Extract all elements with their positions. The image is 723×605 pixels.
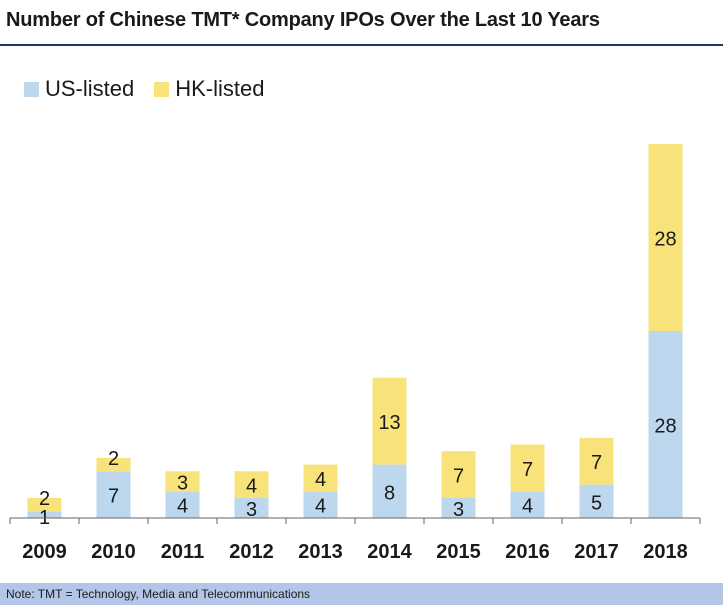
bar-hk-2011 xyxy=(165,471,200,492)
bar-us-2018 xyxy=(648,331,683,518)
data-label-hk-2012: 4 xyxy=(246,476,257,498)
bar-us-2011 xyxy=(165,491,200,518)
chart-legend: US-listed HK-listed xyxy=(24,76,285,102)
data-label-hk-2014: 13 xyxy=(378,412,400,434)
x-tick-label-2010: 2010 xyxy=(91,541,136,563)
legend-swatch-hk xyxy=(154,81,170,97)
data-label-hk-2015: 7 xyxy=(453,466,464,488)
data-label-us-2010: 7 xyxy=(108,486,119,508)
data-label-us-2011: 4 xyxy=(177,496,188,518)
data-label-us-2013: 4 xyxy=(315,496,326,518)
x-tick-label-2009: 2009 xyxy=(22,541,67,563)
data-label-hk-2016: 7 xyxy=(522,459,533,481)
bar-us-2010 xyxy=(96,471,131,518)
data-label-hk-2011: 3 xyxy=(177,472,188,494)
legend-label-us: US-listed xyxy=(45,76,135,101)
data-label-us-2017: 5 xyxy=(591,492,602,514)
title-divider xyxy=(0,44,723,46)
bar-us-2016 xyxy=(510,491,545,518)
x-tick-label-2014: 2014 xyxy=(367,541,412,563)
bar-us-2015 xyxy=(441,497,476,518)
data-label-us-2018: 28 xyxy=(654,416,676,438)
bar-us-2009 xyxy=(27,511,62,518)
bar-hk-2012 xyxy=(234,471,269,498)
bar-hk-2013 xyxy=(303,464,338,492)
footer-bar xyxy=(0,583,723,605)
x-tick-label-2016: 2016 xyxy=(505,541,550,563)
data-label-hk-2010: 2 xyxy=(108,448,119,470)
data-label-hk-2017: 7 xyxy=(591,452,602,474)
footer-note: Note: TMT = Technology, Media and Teleco… xyxy=(6,587,311,601)
data-label-us-2016: 4 xyxy=(522,496,533,518)
bar-us-2012 xyxy=(234,497,269,518)
legend-item-hk: HK-listed xyxy=(154,76,265,102)
bar-hk-2014 xyxy=(372,377,407,465)
bar-us-2017 xyxy=(579,484,614,518)
legend-label-hk: HK-listed xyxy=(175,76,265,101)
data-label-hk-2018: 28 xyxy=(654,229,676,251)
bar-hk-2018 xyxy=(648,144,683,331)
x-tick-label-2018: 2018 xyxy=(643,541,688,563)
data-label-hk-2009: 2 xyxy=(39,488,50,510)
x-tick-label-2012: 2012 xyxy=(229,541,274,563)
legend-swatch-us xyxy=(24,81,39,97)
bar-us-2013 xyxy=(303,491,338,518)
x-tick-label-2015: 2015 xyxy=(436,541,481,563)
bar-hk-2010 xyxy=(96,457,131,472)
bar-hk-2015 xyxy=(441,451,476,498)
data-label-us-2012: 3 xyxy=(246,499,257,521)
data-label-us-2015: 3 xyxy=(453,499,464,521)
x-tick-label-2011: 2011 xyxy=(161,541,204,563)
ipo-bar-chart: 1220097220104320113420124420138132014372… xyxy=(9,144,701,563)
bar-us-2014 xyxy=(372,464,407,518)
legend-item-us: US-listed xyxy=(24,76,134,102)
bar-hk-2017 xyxy=(579,437,614,485)
data-label-us-2014: 8 xyxy=(384,482,395,504)
x-tick-label-2013: 2013 xyxy=(298,541,343,563)
chart-title: Number of Chinese TMT* Company IPOs Over… xyxy=(6,9,600,31)
bar-hk-2009 xyxy=(27,497,62,512)
x-tick-label-2017: 2017 xyxy=(574,541,619,563)
bar-hk-2016 xyxy=(510,444,545,492)
data-label-hk-2013: 4 xyxy=(315,469,326,491)
